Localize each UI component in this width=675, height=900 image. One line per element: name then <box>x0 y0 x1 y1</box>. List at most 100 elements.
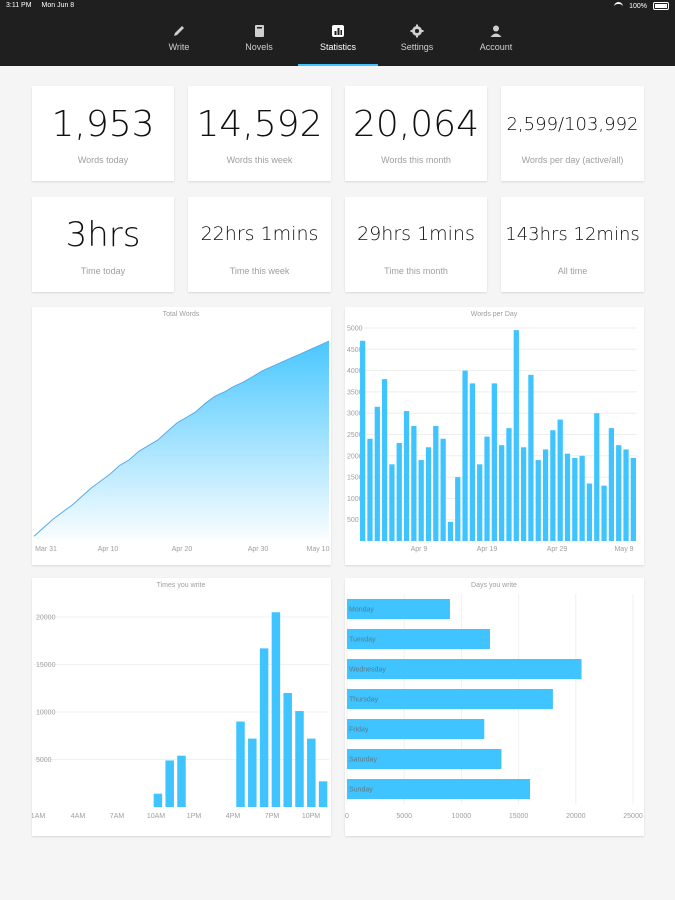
bar <box>594 413 600 541</box>
bar <box>347 719 485 739</box>
bar <box>153 793 163 807</box>
bar <box>513 330 519 541</box>
bar <box>499 445 505 541</box>
words-per-day-chart: Words per Day 5000 4500 4000 3500 3000 2500 200… <box>345 307 644 565</box>
y-tick-label: 5000 <box>347 326 363 333</box>
bar <box>347 689 553 709</box>
words-per-day-svg: Words per Day 5000 4500 4000 3500 3000 2500 200… <box>347 311 637 553</box>
y-tick-label: 3500 <box>347 389 363 396</box>
x-tick-label: May 10 <box>307 546 330 553</box>
bar <box>447 521 454 541</box>
tab-settings[interactable]: Settings <box>377 14 457 66</box>
chart-title: Days you write <box>471 582 517 589</box>
times-you-write-chart: Times you write 20000 15000 10000 5000 1AM 4AM… <box>32 578 331 836</box>
bar <box>381 379 388 541</box>
stat-label: Words this month <box>381 155 451 165</box>
stat-card-words-week: 14,592 Words this week <box>188 86 331 181</box>
bar <box>469 383 476 541</box>
bar <box>360 340 366 541</box>
wifi-icon <box>614 2 624 10</box>
person-icon <box>490 25 502 37</box>
bar <box>418 460 424 541</box>
x-tick-label: 1AM <box>32 813 45 820</box>
tab-novels-label: Novels <box>245 42 273 52</box>
days-you-write-svg: Days you write 0 5000 10000 15000 20000 25000 M… <box>345 582 643 820</box>
x-tick-label: 10PM <box>302 813 320 820</box>
total-words-svg: Total Words Mar 31 Apr 10 Apr 20 Apr 30 May 1… <box>33 311 330 553</box>
bar-label: Monday <box>349 607 374 614</box>
tab-novels[interactable]: Novels <box>219 14 299 66</box>
bar <box>374 406 380 541</box>
bar <box>165 760 174 807</box>
x-tick-label: Apr 10 <box>98 546 119 553</box>
stat-value: 2,599/103,992 <box>506 114 639 135</box>
tab-write[interactable]: Write <box>139 14 219 66</box>
y-tick-label: 4000 <box>347 368 363 375</box>
bar <box>586 483 593 541</box>
stat-value: 22hrs 1mins <box>200 223 319 245</box>
tab-account[interactable]: Account <box>456 14 536 66</box>
bar <box>623 449 629 541</box>
stat-label: All time <box>557 266 588 276</box>
x-tick-label: Apr 19 <box>477 546 498 553</box>
x-tick-label: 4PM <box>226 813 241 820</box>
stat-card-words-today: 1,953 Words today <box>32 86 174 181</box>
status-date: Mon Jun 8 <box>41 2 75 9</box>
stat-label: Time this week <box>229 266 290 276</box>
bar <box>307 738 316 807</box>
tab-settings-label: Settings <box>400 42 434 52</box>
chart-title: Times you write <box>157 582 206 589</box>
y-tick-label: 5000 <box>36 757 52 764</box>
tab-statistics[interactable]: Statistics <box>298 14 378 66</box>
area-line <box>33 340 330 537</box>
nav-bar: Write Novels Statistics Settings Account <box>0 14 675 66</box>
stat-value: 20,064 <box>353 104 479 145</box>
bar <box>396 443 402 541</box>
x-tick-label: 7AM <box>110 813 125 820</box>
x-tick-label: 10AM <box>147 813 165 820</box>
bar <box>477 464 483 541</box>
stat-value: 1,953 <box>51 104 155 145</box>
bar <box>608 428 615 541</box>
x-tick-label: 4AM <box>71 813 86 820</box>
stat-value: 143hrs 12mins <box>505 224 640 245</box>
bar <box>271 612 281 807</box>
bar <box>630 457 636 541</box>
y-tick-label: 2500 <box>347 432 363 439</box>
stat-value: 14,592 <box>196 104 323 145</box>
stat-card-time-month: 29hrs 1mins Time this month <box>345 197 487 292</box>
bar <box>440 438 446 541</box>
bar <box>177 755 186 807</box>
x-tick-label: 15000 <box>509 813 529 820</box>
bar-label: Friday <box>349 727 369 734</box>
x-tick-label: May 9 <box>614 546 633 553</box>
tab-write-label: Write <box>168 42 190 52</box>
bar <box>403 411 410 541</box>
bar <box>550 430 556 541</box>
pencil-icon <box>174 26 184 36</box>
bar <box>535 460 541 541</box>
times-you-write-svg: Times you write 20000 15000 10000 5000 1AM 4AM… <box>32 582 329 820</box>
bar <box>579 455 585 541</box>
battery-icon <box>653 2 669 10</box>
stat-label: Time today <box>80 266 126 276</box>
book-icon <box>255 25 264 37</box>
status-time: 3:11 PM <box>6 2 32 9</box>
bar <box>248 738 257 807</box>
stat-value: 29hrs 1mins <box>357 223 475 245</box>
x-tick-label: Apr 20 <box>172 546 193 553</box>
bar <box>616 445 622 541</box>
stat-label: Time this month <box>384 266 448 276</box>
bar-label: Saturday <box>349 757 378 764</box>
bar <box>411 425 417 541</box>
bar <box>564 453 571 541</box>
x-tick-label: 0 <box>345 813 349 820</box>
bar <box>347 749 502 769</box>
x-tick-label: Apr 29 <box>547 546 568 553</box>
bar <box>389 464 395 541</box>
y-tick-label: 1000 <box>347 496 363 503</box>
x-tick-label: Apr 9 <box>411 546 428 553</box>
bar-label: Thursday <box>349 697 379 704</box>
stat-card-time-today: 3hrs Time today <box>32 197 174 292</box>
area-fill <box>34 341 329 539</box>
